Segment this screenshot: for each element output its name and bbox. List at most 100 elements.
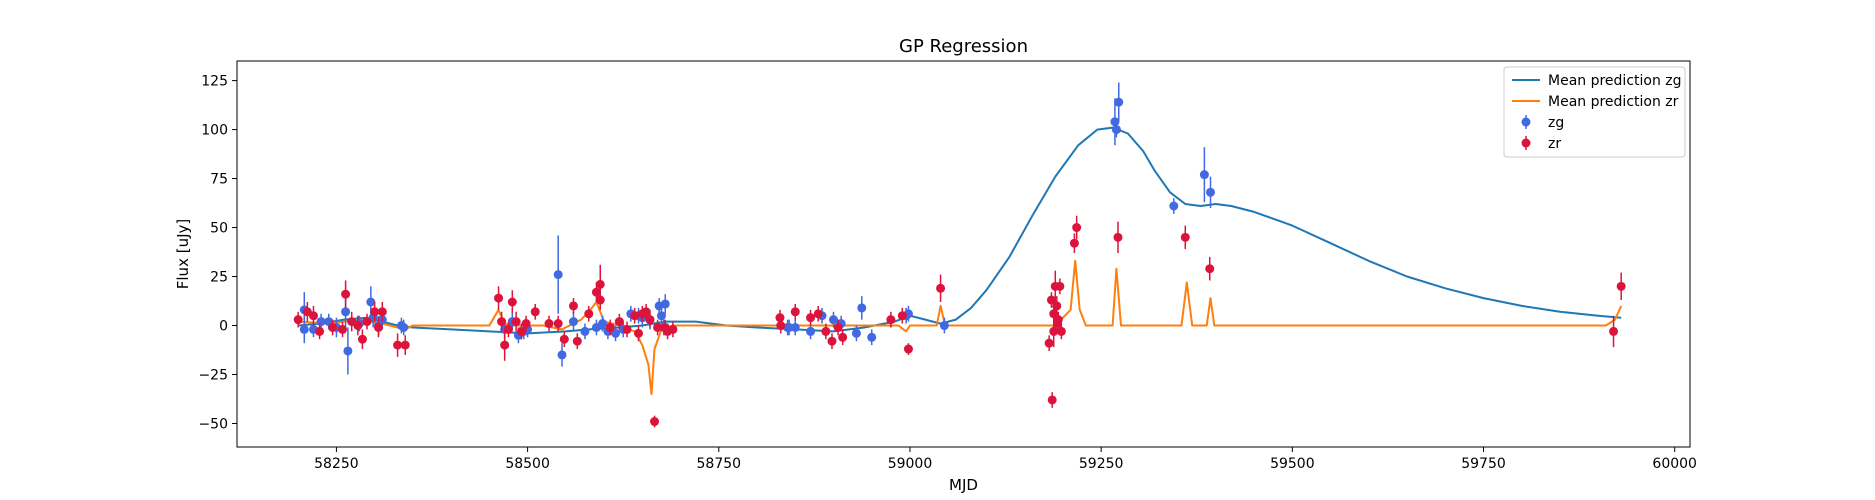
data-point <box>1199 170 1209 180</box>
data-point <box>838 332 848 342</box>
data-point <box>1113 232 1123 242</box>
data-point <box>308 311 318 321</box>
y-tick-label: −25 <box>198 368 228 384</box>
y-tick-label: 125 <box>201 74 228 90</box>
data-point <box>511 317 521 327</box>
data-point <box>790 307 800 317</box>
data-point <box>377 307 387 317</box>
data-point <box>611 328 621 338</box>
data-point <box>851 328 861 338</box>
data-point <box>605 322 615 332</box>
data-point <box>544 319 554 329</box>
data-point <box>775 313 785 323</box>
scatter-series-zr <box>293 215 1626 428</box>
data-point <box>857 303 867 313</box>
data-point <box>1069 238 1079 248</box>
data-point <box>366 297 376 307</box>
data-point <box>530 307 540 317</box>
x-tick-label: 59750 <box>1461 456 1506 472</box>
legend-marker-swatch <box>1521 117 1531 127</box>
data-point <box>790 322 800 332</box>
scatter-series-zg <box>299 82 1216 375</box>
data-point <box>572 336 582 346</box>
legend-box <box>1503 66 1686 158</box>
data-point <box>494 293 504 303</box>
data-point <box>343 346 353 356</box>
data-point <box>338 324 348 334</box>
data-point <box>660 299 670 309</box>
data-point <box>1055 281 1065 291</box>
data-point <box>598 319 608 329</box>
data-point <box>1111 125 1121 135</box>
data-point <box>373 322 383 332</box>
data-point <box>595 279 605 289</box>
data-point <box>622 324 632 334</box>
data-point <box>1169 201 1179 211</box>
data-point <box>936 283 946 293</box>
y-axis-label: Flux [uJy] <box>174 219 192 289</box>
plot-frame <box>236 60 1691 448</box>
data-point <box>516 326 526 336</box>
data-point <box>341 289 351 299</box>
data-point <box>1049 326 1059 336</box>
data-point <box>503 324 513 334</box>
data-point <box>776 321 786 331</box>
data-point <box>1053 315 1063 325</box>
data-point <box>400 340 410 350</box>
data-point <box>630 311 640 321</box>
data-point <box>867 332 877 342</box>
data-point <box>1047 395 1057 405</box>
data-point <box>328 322 338 332</box>
data-point <box>903 344 913 354</box>
data-point <box>656 311 666 321</box>
data-point <box>1072 223 1082 233</box>
data-point <box>315 326 325 336</box>
data-point <box>821 326 831 336</box>
data-point <box>827 336 837 346</box>
data-point <box>806 313 816 323</box>
data-point <box>614 317 624 327</box>
data-point <box>568 317 578 327</box>
data-point <box>357 334 367 344</box>
data-point <box>1056 326 1066 336</box>
data-point <box>645 315 655 325</box>
line-series-zg <box>298 126 1622 335</box>
data-point <box>668 324 678 334</box>
y-tick-label: 25 <box>210 270 228 286</box>
x-tick-label: 59500 <box>1270 456 1315 472</box>
data-point <box>813 309 823 319</box>
data-point <box>1180 232 1190 242</box>
data-point <box>1046 295 1056 305</box>
data-point <box>828 315 838 325</box>
data-point <box>1609 326 1619 336</box>
data-point <box>557 350 567 360</box>
legend-label: Mean prediction zg <box>1548 73 1682 89</box>
data-point <box>553 270 563 280</box>
data-point <box>1114 97 1124 107</box>
data-point <box>1044 338 1054 348</box>
data-point <box>886 315 896 325</box>
data-point <box>399 322 409 332</box>
data-point <box>633 328 643 338</box>
data-point <box>497 317 507 327</box>
x-tick-label: 59250 <box>1079 456 1124 472</box>
x-tick-label: 58250 <box>314 456 359 472</box>
data-point <box>568 301 578 311</box>
data-point <box>370 307 380 317</box>
chart-title: GP Regression <box>899 36 1028 57</box>
data-point <box>641 307 651 317</box>
data-point <box>580 326 590 336</box>
data-point <box>500 340 510 350</box>
y-tick-label: 100 <box>201 123 228 139</box>
data-point <box>591 287 601 297</box>
plot-area: 58250 58500 58750 59000 59250 59500 59750 60000… <box>198 60 1697 472</box>
line-series-zr <box>298 259 1623 396</box>
y-tick-label: 50 <box>210 221 228 237</box>
data-point <box>507 297 517 307</box>
data-point <box>897 311 907 321</box>
data-point <box>521 319 531 329</box>
data-point <box>1205 264 1215 274</box>
y-tick-label: −50 <box>198 416 228 432</box>
data-point <box>806 326 816 336</box>
